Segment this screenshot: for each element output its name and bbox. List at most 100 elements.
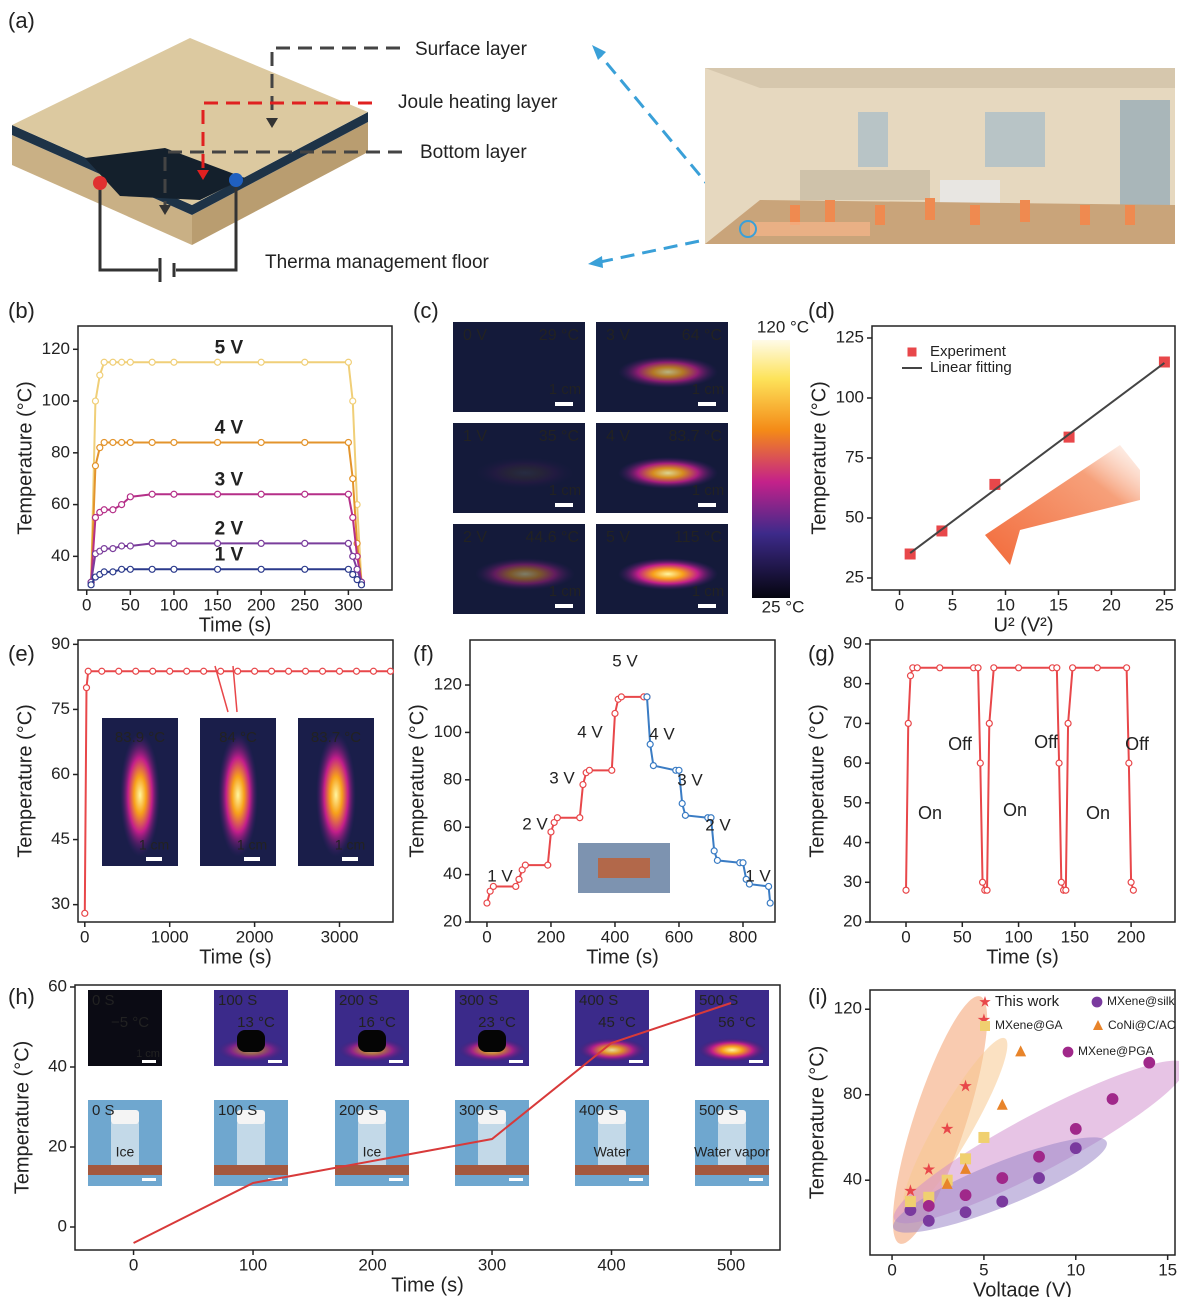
marker [127,494,133,500]
marker [960,1190,971,1201]
x-tick-label: 0 [887,1260,896,1279]
y-tick-label: 80 [843,1084,862,1103]
scale-bar [555,604,573,608]
marker [903,887,909,893]
marker [960,1207,971,1218]
inset-time: 500 S [699,1102,738,1119]
marker [171,359,177,365]
marker [184,668,190,674]
scale-bar [142,1178,156,1181]
marker [101,507,107,513]
inset-time: 0 S [92,992,115,1009]
x-tick-label: 0 [82,595,91,614]
marker [101,439,107,445]
device-strip [598,858,650,878]
x-tick-label: 200 [247,595,275,614]
scale-label: 1 cm [136,1048,160,1060]
state-label: Off [1125,734,1150,754]
vial [237,1120,265,1170]
heater [214,1165,288,1175]
x-tick-label: 25 [1155,595,1174,614]
x-tick-label: 15 [1158,1260,1177,1279]
voltage-label: 4 V [606,428,630,445]
marker [149,439,155,445]
marker [345,491,351,497]
inset-time: 400 S [579,992,618,1009]
inset-temperature: −5 °C [111,1014,149,1031]
heater [695,1165,769,1175]
x-tick-label: 20 [1102,595,1121,614]
y-tick-label: 40 [843,1170,862,1189]
y-tick-label: 100 [836,387,864,406]
marker [554,815,560,821]
marker [923,1215,934,1226]
y-tick-label: 60 [443,817,462,836]
y-tick-label: 70 [843,713,862,732]
marker [618,694,624,700]
scale-bar [509,1178,523,1181]
marker [1056,760,1062,766]
panel-label: (h) [8,984,35,1009]
marker [740,860,746,866]
voltage-label: 5 V [606,529,630,546]
marker [986,720,992,726]
y-tick-label: 80 [51,442,70,461]
marker [97,372,103,378]
marker [218,668,224,674]
legend-label: Experiment [930,343,1007,360]
marker [320,668,326,674]
x-tick-label: 0 [901,927,910,946]
series-label: 2 V [215,518,244,539]
marker [548,829,554,835]
inset-temperature: 16 °C [358,1014,396,1031]
x-axis-title: U² (V²) [994,614,1054,636]
scale-bar [342,857,358,861]
x-tick-label: 50 [953,927,972,946]
panel-label: (e) [8,641,35,666]
x-axis-title: Voltage (V) [973,1279,1072,1297]
marker [1107,1093,1118,1104]
temperature-label: 29 °C [539,327,579,344]
series-line [906,668,1133,890]
y-tick-label: 90 [843,633,862,652]
y-tick-label: 100 [434,722,462,741]
y-tick-label: 20 [843,911,862,930]
temperature-label: 83.7 °C [668,428,722,445]
marker [908,348,917,357]
marker [269,668,275,674]
scale-bar [389,1178,403,1181]
marker [1063,887,1069,893]
marker [119,543,125,549]
step-label: 1 V [745,866,771,885]
inset-time: 300 S [459,1102,498,1119]
marker [354,577,360,583]
marker [345,566,351,572]
x-axis-title: Time (s) [199,946,272,968]
marker [1070,665,1076,671]
panel-label: (f) [413,641,434,666]
marker [350,476,356,482]
y-axis-title: Temperature (°C) [808,381,830,535]
marker [711,848,717,854]
marker [133,668,139,674]
voltage-label: 1 V [463,428,487,445]
x-tick-label: 50 [121,595,140,614]
heat-spot [578,1038,646,1062]
y-tick-label: 120 [42,339,70,358]
marker [171,566,177,572]
marker [110,546,116,552]
y-tick-label: 0 [58,1216,67,1235]
scale-bar [244,857,260,861]
marker [88,582,94,588]
y-tick-label: 40 [843,832,862,851]
scale-label: 1 cm [549,482,582,499]
x-tick-label: 250 [291,595,319,614]
figure: 120 °C 25 °C (a)(b)(c)(d)(e)(f)(g)(h)(i)… [0,0,1179,1297]
y-tick-label: 80 [443,769,462,788]
marker [1092,997,1102,1007]
marker [980,879,986,885]
y-tick-label: 50 [845,507,864,526]
marker [171,491,177,497]
y-tick-label: 60 [843,753,862,772]
scale-label: 1 cm [692,482,725,499]
